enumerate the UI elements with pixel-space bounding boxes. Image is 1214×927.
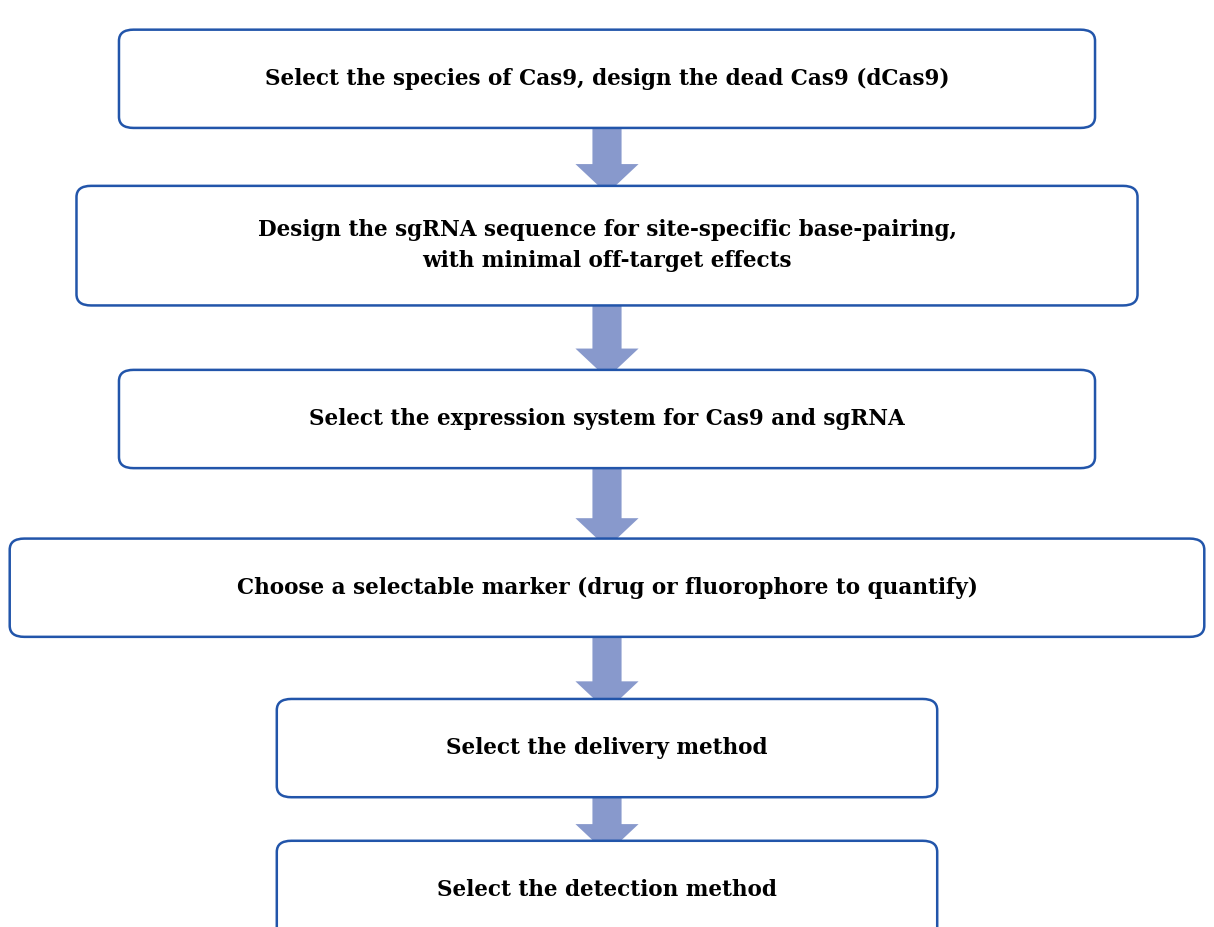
FancyBboxPatch shape xyxy=(119,370,1095,468)
Text: Select the detection method: Select the detection method xyxy=(437,879,777,901)
FancyBboxPatch shape xyxy=(10,539,1204,637)
Text: Select the delivery method: Select the delivery method xyxy=(447,737,767,759)
FancyBboxPatch shape xyxy=(119,30,1095,128)
FancyArrow shape xyxy=(575,117,639,194)
FancyArrow shape xyxy=(575,786,639,854)
Text: Design the sgRNA sequence for site-specific base-pairing,
with minimal off-targe: Design the sgRNA sequence for site-speci… xyxy=(257,220,957,272)
Text: Select the expression system for Cas9 and sgRNA: Select the expression system for Cas9 an… xyxy=(310,408,904,430)
FancyArrow shape xyxy=(575,457,639,548)
Text: Choose a selectable marker (drug or fluorophore to quantify): Choose a selectable marker (drug or fluo… xyxy=(237,577,977,599)
Text: Select the species of Cas9, design the dead Cas9 (dCas9): Select the species of Cas9, design the d… xyxy=(265,68,949,90)
FancyArrow shape xyxy=(575,626,639,711)
FancyArrow shape xyxy=(575,290,639,378)
FancyBboxPatch shape xyxy=(277,841,937,927)
FancyBboxPatch shape xyxy=(76,186,1138,306)
FancyBboxPatch shape xyxy=(277,699,937,797)
